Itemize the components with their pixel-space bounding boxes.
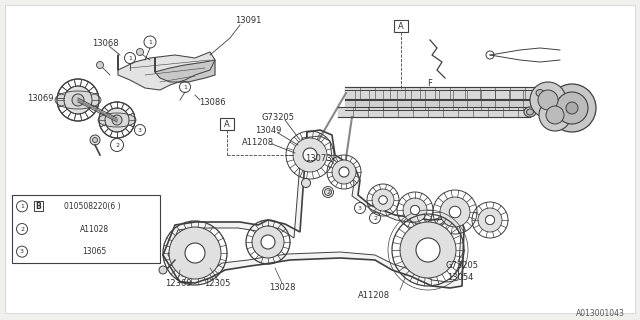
Text: 1: 1 (148, 39, 152, 44)
Text: 2: 2 (326, 189, 330, 195)
Circle shape (73, 95, 83, 105)
Text: 2: 2 (373, 215, 377, 220)
Circle shape (403, 198, 427, 222)
Text: A11208: A11208 (242, 138, 274, 147)
Circle shape (93, 138, 97, 142)
Text: A: A (398, 21, 404, 30)
Text: 1: 1 (183, 84, 187, 90)
Circle shape (252, 226, 284, 258)
Circle shape (539, 99, 571, 131)
Circle shape (169, 227, 221, 279)
Text: 13028: 13028 (269, 283, 295, 292)
Bar (34, 201, 43, 211)
Circle shape (546, 106, 564, 124)
Polygon shape (155, 58, 215, 82)
Circle shape (530, 82, 566, 118)
Circle shape (303, 148, 316, 162)
Bar (220, 118, 234, 130)
Circle shape (324, 188, 332, 196)
Circle shape (486, 215, 495, 225)
Text: 010508220(6 ): 010508220(6 ) (64, 202, 120, 211)
Text: G73205: G73205 (262, 113, 294, 122)
Text: 13091: 13091 (235, 15, 261, 25)
Circle shape (410, 205, 420, 215)
Circle shape (339, 167, 349, 177)
Circle shape (301, 179, 310, 188)
Ellipse shape (533, 87, 547, 99)
Text: A013001043: A013001043 (576, 308, 625, 317)
Text: 13065: 13065 (82, 247, 106, 256)
Circle shape (556, 92, 588, 124)
Polygon shape (345, 90, 540, 100)
Circle shape (538, 90, 558, 110)
PathPatch shape (163, 130, 464, 288)
Ellipse shape (524, 107, 536, 117)
Circle shape (97, 61, 104, 68)
Circle shape (410, 205, 420, 215)
Text: 13049: 13049 (255, 125, 281, 134)
Ellipse shape (55, 91, 101, 109)
Circle shape (136, 49, 143, 55)
Text: 13054: 13054 (447, 273, 473, 282)
Text: B: B (36, 202, 42, 211)
Circle shape (113, 116, 122, 124)
Text: 13086: 13086 (198, 98, 225, 107)
Ellipse shape (536, 90, 544, 97)
Polygon shape (345, 87, 540, 99)
Circle shape (303, 148, 317, 162)
Circle shape (185, 243, 205, 263)
Circle shape (379, 196, 387, 204)
Bar (394, 20, 408, 32)
Circle shape (261, 235, 275, 249)
Circle shape (64, 86, 92, 114)
Circle shape (400, 222, 456, 278)
Circle shape (293, 138, 327, 172)
Bar (12, 195, 160, 263)
Circle shape (440, 197, 470, 227)
Circle shape (416, 238, 440, 262)
Circle shape (159, 266, 167, 274)
Polygon shape (345, 100, 540, 110)
Circle shape (90, 135, 100, 145)
Text: 13069: 13069 (27, 93, 53, 102)
Circle shape (478, 208, 502, 232)
Circle shape (486, 215, 495, 225)
Polygon shape (338, 107, 530, 117)
Text: 3: 3 (138, 127, 142, 132)
Text: A11028: A11028 (79, 225, 109, 234)
Text: A: A (224, 119, 230, 129)
Circle shape (449, 206, 461, 218)
Text: 13073: 13073 (305, 154, 332, 163)
Text: A11208: A11208 (358, 292, 390, 300)
Circle shape (112, 115, 122, 125)
Text: 2: 2 (20, 227, 24, 231)
Text: 12369: 12369 (164, 279, 191, 289)
Text: 1: 1 (128, 55, 132, 60)
Circle shape (332, 160, 356, 184)
Circle shape (339, 167, 349, 177)
Ellipse shape (527, 109, 534, 115)
Text: 1: 1 (20, 204, 24, 209)
Text: 3: 3 (358, 205, 362, 211)
Circle shape (379, 196, 387, 204)
Text: F: F (428, 78, 433, 87)
Circle shape (105, 108, 129, 132)
Circle shape (372, 189, 394, 211)
Ellipse shape (98, 113, 136, 127)
Text: 3: 3 (20, 249, 24, 254)
Polygon shape (118, 52, 215, 90)
Text: 2: 2 (115, 142, 119, 148)
Circle shape (72, 94, 84, 106)
Circle shape (548, 84, 596, 132)
Circle shape (449, 206, 461, 218)
Text: G73205: G73205 (445, 260, 479, 269)
Text: 13068: 13068 (92, 38, 118, 47)
Text: 12305: 12305 (204, 278, 230, 287)
Circle shape (566, 102, 578, 114)
